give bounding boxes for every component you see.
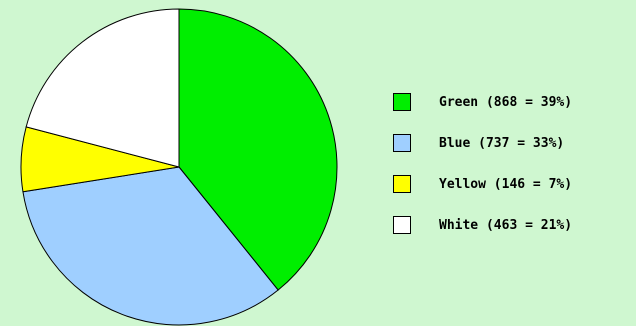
legend-label-blue: Blue (737 = 33%) [439,135,565,151]
pie-slice-white [25,8,180,168]
legend-swatch-yellow [393,175,411,193]
legend-item-blue: Blue (737 = 33%) [393,133,572,153]
legend-item-white: White (463 = 21%) [393,215,572,235]
legend: Green (868 = 39%) Blue (737 = 33%) Yello… [393,92,572,256]
legend-swatch-green [393,93,411,111]
legend-label-yellow: Yellow (146 = 7%) [439,176,573,192]
legend-swatch-white [393,216,411,234]
legend-item-green: Green (868 = 39%) [393,92,572,112]
pie-slice-blue [22,166,279,326]
legend-label-green: Green (868 = 39%) [439,94,573,110]
pie-slice-green [178,8,338,291]
legend-item-yellow: Yellow (146 = 7%) [393,174,572,194]
legend-swatch-blue [393,134,411,152]
legend-label-white: White (463 = 21%) [439,217,573,233]
